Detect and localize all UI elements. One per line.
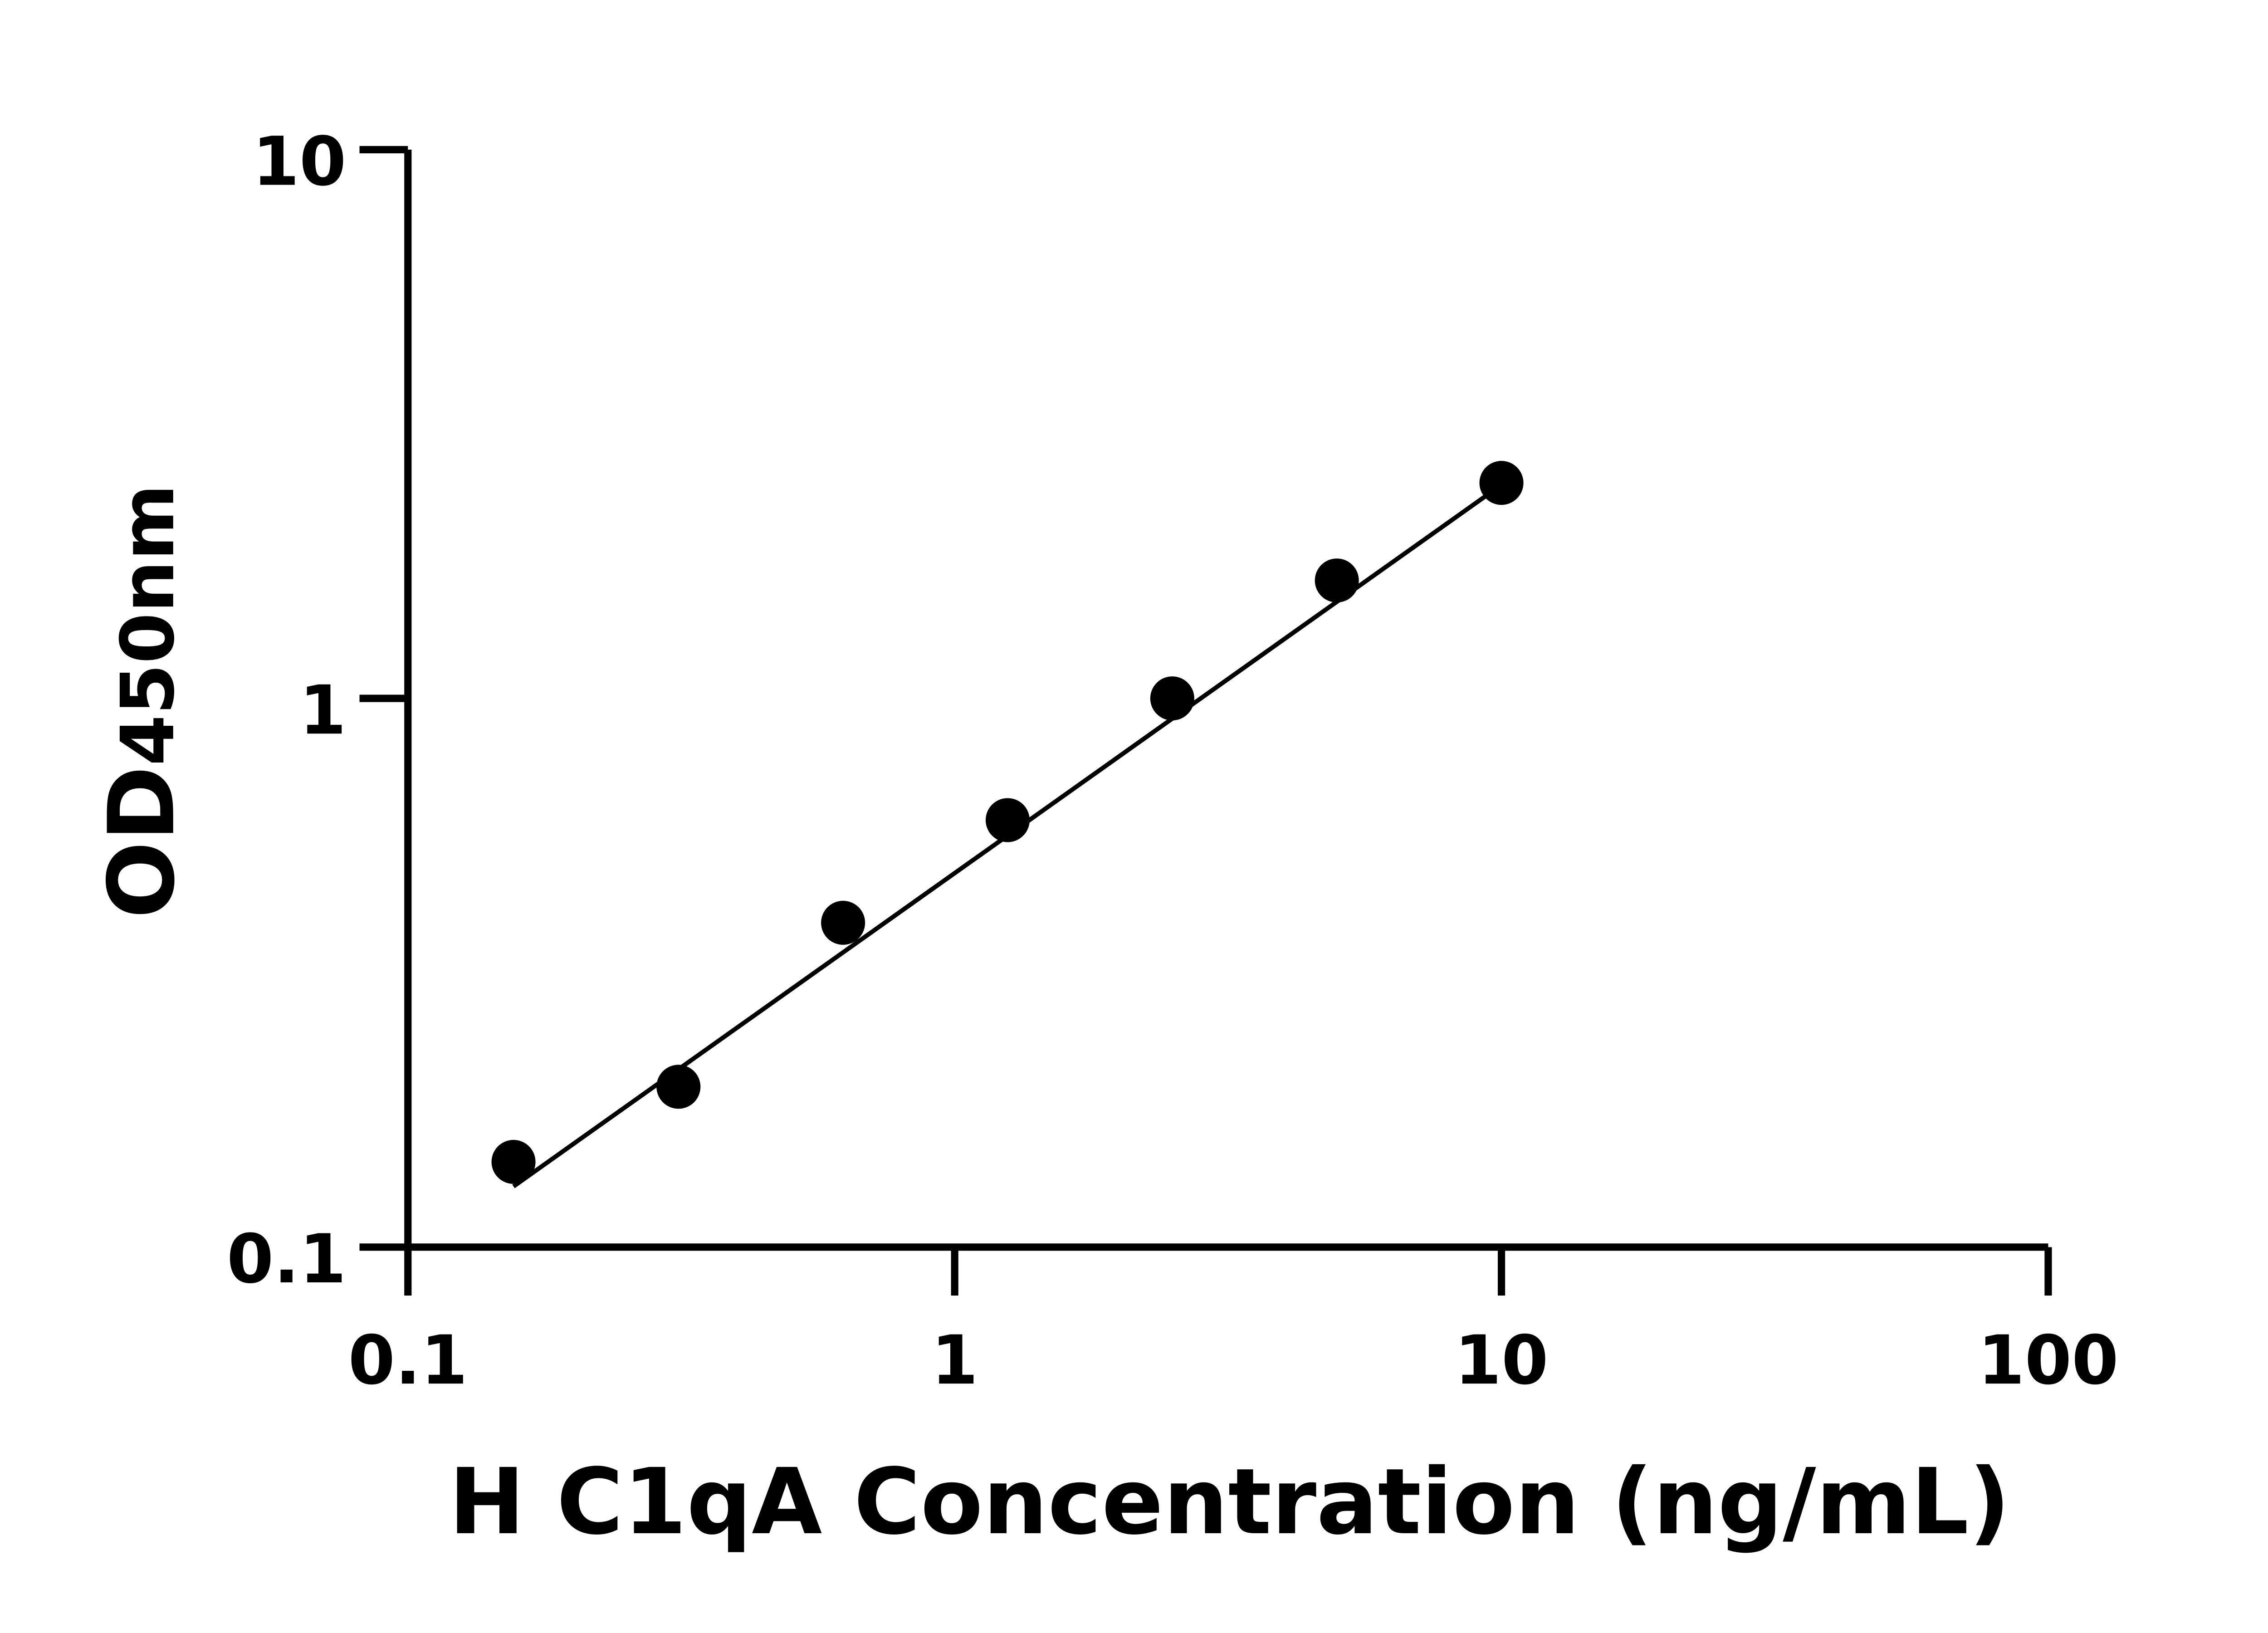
- y-axis-title: OD450nm: [89, 484, 195, 919]
- y-tick-label: 0.1: [227, 1220, 347, 1299]
- data-point: [491, 1139, 536, 1184]
- data-point: [656, 1065, 701, 1109]
- x-tick-label: 10: [1455, 1321, 1549, 1400]
- data-point: [821, 900, 865, 945]
- data-point: [1315, 558, 1359, 603]
- y-tick-label: 1: [299, 671, 347, 750]
- y-axis-title-main: OD: [89, 766, 195, 919]
- x-tick-label: 0.1: [348, 1321, 468, 1400]
- x-tick-label: 100: [1978, 1321, 2119, 1400]
- x-tick-label: 1: [931, 1321, 978, 1400]
- y-tick-labels: 0.1 1 10: [227, 123, 347, 1299]
- data-point: [985, 798, 1030, 842]
- data-marks: [491, 461, 1524, 1188]
- y-axis-title-sub: 450nm: [106, 484, 191, 766]
- data-point: [1479, 461, 1524, 505]
- y-tick-label: 10: [252, 123, 346, 201]
- x-axis-title: H C1qA Concentration (ng/mL): [449, 1449, 2010, 1555]
- data-point: [1150, 676, 1194, 721]
- x-tick-labels: 0.1 1 10 100: [348, 1321, 2119, 1400]
- axes: [359, 146, 2052, 1296]
